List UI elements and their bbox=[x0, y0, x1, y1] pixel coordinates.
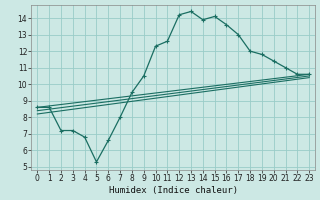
X-axis label: Humidex (Indice chaleur): Humidex (Indice chaleur) bbox=[109, 186, 238, 195]
